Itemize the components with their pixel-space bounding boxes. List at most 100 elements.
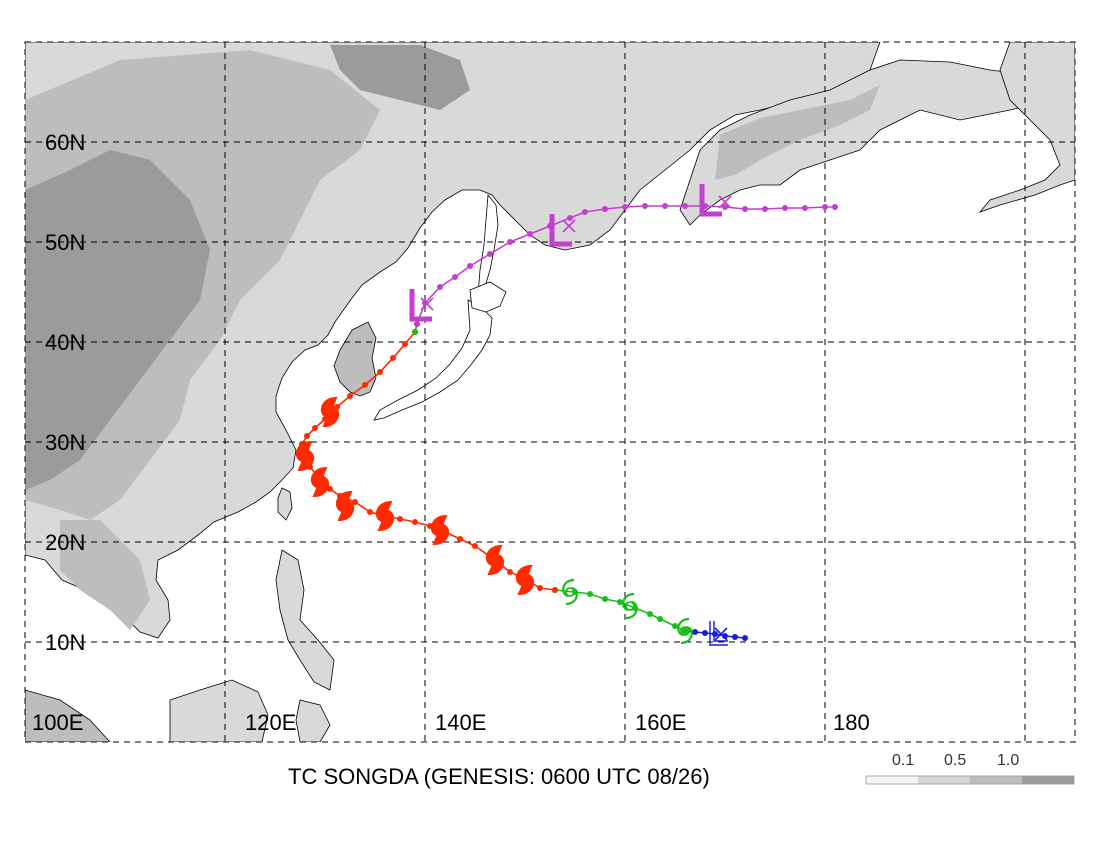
- philippines: [275, 549, 335, 691]
- genesis-track-point: [712, 631, 718, 637]
- genesis-track-point: [702, 630, 708, 636]
- typhoon-eye: [378, 509, 392, 523]
- tropical-storm-eye: [680, 626, 690, 636]
- extratropical-track-point: [414, 321, 420, 327]
- tropical-track-point: [587, 591, 593, 597]
- latitude-labels: 60N 50N 40N 30N 20N 10N: [45, 130, 85, 655]
- lat-label: 40N: [45, 330, 85, 355]
- tropical-storm-eye: [625, 601, 635, 611]
- hokkaido: [469, 281, 507, 313]
- typhoon-track-point: [507, 569, 513, 575]
- genesis-track-point: [732, 634, 738, 640]
- typhoon-track-point: [362, 382, 368, 388]
- extratropical-track-point: [467, 263, 473, 269]
- extratropical-track-point: [722, 204, 728, 210]
- legend-label: 0.1: [892, 752, 914, 769]
- legend-label: 1.0: [997, 752, 1019, 769]
- typhoon-track-point: [352, 499, 358, 505]
- typhoon-track-point: [390, 355, 396, 361]
- asia-highland-north: [330, 45, 470, 110]
- genesis-track-point: [692, 629, 698, 635]
- extratropical-track-point: [742, 206, 748, 212]
- extratropical-track-point: [802, 205, 808, 211]
- typhoon-track-point: [472, 543, 478, 549]
- extratropical-low-symbol: [549, 214, 572, 247]
- tropical-track-point: [657, 616, 663, 622]
- typhoon-eye: [323, 405, 337, 419]
- lon-label: 140E: [435, 710, 486, 735]
- extratropical-track-point: [662, 203, 668, 209]
- typhoon-track-point: [537, 585, 543, 591]
- sumatra: [25, 689, 111, 742]
- legend-swatch: [866, 776, 918, 784]
- storm-symbols: [295, 184, 732, 646]
- tropical-storm-eye: [565, 587, 575, 597]
- map-caption: TC SONGDA (GENESIS: 0600 UTC 08/26): [288, 764, 710, 789]
- typhoon-track-point: [377, 369, 383, 375]
- legend-border: [865, 775, 1075, 785]
- typhoon-eye: [488, 553, 502, 567]
- position-x-marker: [718, 195, 732, 209]
- kamchatka-highland: [715, 85, 880, 180]
- typhoon-track-point: [312, 425, 318, 431]
- land-layer: [25, 42, 1075, 742]
- map-frame: [24, 41, 1076, 743]
- extratropical-track-point: [622, 204, 628, 210]
- typhoon-track-point: [397, 516, 403, 522]
- position-x-marker: [562, 219, 576, 233]
- typhoon-eye: [313, 475, 327, 489]
- extratropical-low-symbol: [699, 184, 722, 217]
- extratropical-track-point: [602, 206, 608, 212]
- legend-label: 0.5: [944, 752, 966, 769]
- legend-swatch: [970, 776, 1022, 784]
- sulawesi: [295, 699, 331, 742]
- position-x-marker: [714, 627, 728, 641]
- typhoon-track-point: [347, 393, 353, 399]
- japan: [373, 299, 493, 421]
- position-x-marker: [420, 297, 434, 311]
- legend-color-bar: [865, 775, 1075, 785]
- tropical-track-point: [682, 628, 688, 634]
- extratropical-track-point: [487, 251, 493, 257]
- typhoon-track-point: [552, 587, 558, 593]
- tropical-track-point: [647, 611, 653, 617]
- extratropical-track-point: [567, 215, 573, 221]
- typhoon-eye: [433, 523, 447, 537]
- tropical-track-point: [602, 596, 608, 602]
- typhoon-eye: [338, 499, 352, 513]
- lon-label: 160E: [635, 710, 686, 735]
- typhoon-eye: [298, 449, 312, 463]
- longitude-labels: 100E 120E 140E 160E 180: [32, 710, 870, 735]
- extratropical-low-symbol: [409, 289, 432, 322]
- lat-label: 20N: [45, 530, 85, 555]
- extratropical-track-point: [682, 203, 688, 209]
- extratropical-track-point: [822, 204, 828, 210]
- tropical-track-point: [672, 623, 678, 629]
- lat-label: 50N: [45, 230, 85, 255]
- lon-label: 120E: [245, 710, 296, 735]
- extratropical-track-point: [582, 209, 588, 215]
- genesis-low-symbol: [713, 621, 728, 642]
- borneo: [169, 679, 269, 742]
- lat-label: 60N: [45, 130, 85, 155]
- kamchatka: [679, 59, 1075, 226]
- extratropical-track-point: [782, 205, 788, 211]
- asia-highland-high: [25, 150, 210, 490]
- lat-label: 30N: [45, 430, 85, 455]
- typhoon-track-point: [412, 519, 418, 525]
- typhoon-track-point: [367, 509, 373, 515]
- genesis-low-symbol: [709, 621, 728, 646]
- tropical-track-line: [554, 589, 686, 632]
- legend-swatch: [1022, 776, 1074, 784]
- extratropical-track-point: [642, 203, 648, 209]
- lon-label: 180: [833, 710, 870, 735]
- korean-peninsula: [333, 321, 377, 397]
- tropical-track-point: [617, 599, 623, 605]
- taiwan: [277, 487, 293, 521]
- typhoon-track-point: [457, 536, 463, 542]
- sakhalin: [477, 193, 499, 296]
- lon-label: 100E: [32, 710, 83, 735]
- typhoon-track-point: [402, 341, 408, 347]
- extratropical-track-point: [452, 274, 458, 280]
